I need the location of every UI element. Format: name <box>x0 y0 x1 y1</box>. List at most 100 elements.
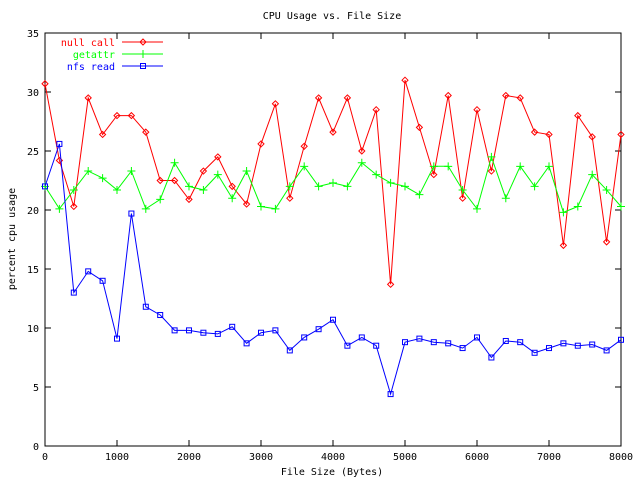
data-point <box>300 162 309 171</box>
data-point <box>357 158 366 167</box>
data-point <box>140 63 146 69</box>
data-point <box>113 111 121 120</box>
data-point <box>401 182 409 191</box>
data-point <box>84 167 93 176</box>
data-point <box>42 183 48 190</box>
data-point <box>415 190 424 199</box>
data-point <box>502 91 510 100</box>
data-point <box>114 335 120 342</box>
data-point <box>329 128 337 136</box>
data-point <box>329 178 337 187</box>
data-point <box>430 170 438 179</box>
y-tick-label: 20 <box>27 206 39 217</box>
data-point <box>559 241 568 250</box>
data-point <box>574 111 582 120</box>
data-point <box>445 340 452 347</box>
data-point <box>271 100 280 108</box>
data-point <box>473 105 481 114</box>
data-point <box>69 185 78 194</box>
y-tick-label: 30 <box>27 88 39 99</box>
data-point <box>602 185 611 194</box>
data-point <box>530 128 539 136</box>
series-line-nfs-read <box>44 143 622 396</box>
data-point <box>70 202 78 211</box>
y-tick-label: 10 <box>27 324 39 335</box>
series-getattr <box>41 152 625 217</box>
data-point <box>488 354 495 361</box>
data-point <box>156 195 165 204</box>
data-point <box>429 162 438 171</box>
data-point <box>185 195 193 204</box>
data-point <box>416 335 423 342</box>
data-point <box>474 334 480 341</box>
data-point <box>242 200 251 208</box>
data-point <box>546 345 552 352</box>
data-point <box>170 158 179 167</box>
data-point <box>127 167 136 176</box>
data-point <box>142 128 150 136</box>
data-point <box>314 94 323 102</box>
data-point <box>487 167 496 175</box>
x-tick-label: 4000 <box>321 452 345 463</box>
x-tick-label: 6000 <box>465 452 489 463</box>
y-tick-label: 25 <box>27 147 39 158</box>
plot-frame <box>44 32 622 447</box>
legend-label: nfs read <box>67 62 115 73</box>
data-point <box>99 277 106 284</box>
x-axis-label: File Size (Bytes) <box>281 467 383 478</box>
x-tick-label: 1000 <box>105 452 129 463</box>
data-point <box>588 133 596 141</box>
data-point <box>243 340 250 347</box>
data-point <box>501 194 510 203</box>
data-point <box>473 204 481 213</box>
data-point <box>199 167 208 175</box>
data-point <box>213 170 222 179</box>
data-point <box>228 182 236 191</box>
data-point <box>415 123 424 132</box>
data-point <box>617 202 625 211</box>
data-point <box>156 176 164 185</box>
data-point <box>444 91 452 100</box>
data-point <box>56 140 63 147</box>
data-point <box>358 147 366 155</box>
y-tick-label: 35 <box>27 29 39 40</box>
data-point <box>157 312 164 319</box>
x-tick-label: 3000 <box>249 452 273 463</box>
data-point <box>516 94 524 102</box>
data-point <box>589 341 596 348</box>
data-point <box>84 94 92 102</box>
data-point <box>70 289 77 296</box>
data-point <box>200 329 207 336</box>
data-point <box>242 167 251 176</box>
data-point <box>343 94 352 102</box>
data-point <box>444 162 453 171</box>
data-point <box>142 303 149 310</box>
data-point <box>141 204 150 213</box>
data-point <box>430 339 437 346</box>
data-point <box>257 140 265 148</box>
data-point <box>402 339 408 346</box>
data-point <box>228 194 237 203</box>
data-point <box>459 345 466 352</box>
data-point <box>343 182 352 191</box>
data-point <box>617 130 625 139</box>
data-point <box>286 194 294 202</box>
data-point <box>530 182 539 191</box>
data-point <box>272 327 279 334</box>
data-point <box>502 337 509 344</box>
data-point <box>315 326 322 333</box>
y-tick-label: 15 <box>27 265 39 276</box>
data-point <box>128 210 135 217</box>
plot-border <box>44 32 622 447</box>
data-point <box>171 327 178 334</box>
series-null-call <box>41 76 625 289</box>
data-point <box>257 202 265 211</box>
data-point <box>314 182 323 191</box>
data-point <box>588 170 597 179</box>
y-tick-label: 0 <box>33 442 39 453</box>
data-point <box>358 334 365 341</box>
data-point <box>330 316 336 323</box>
data-point <box>214 330 221 337</box>
